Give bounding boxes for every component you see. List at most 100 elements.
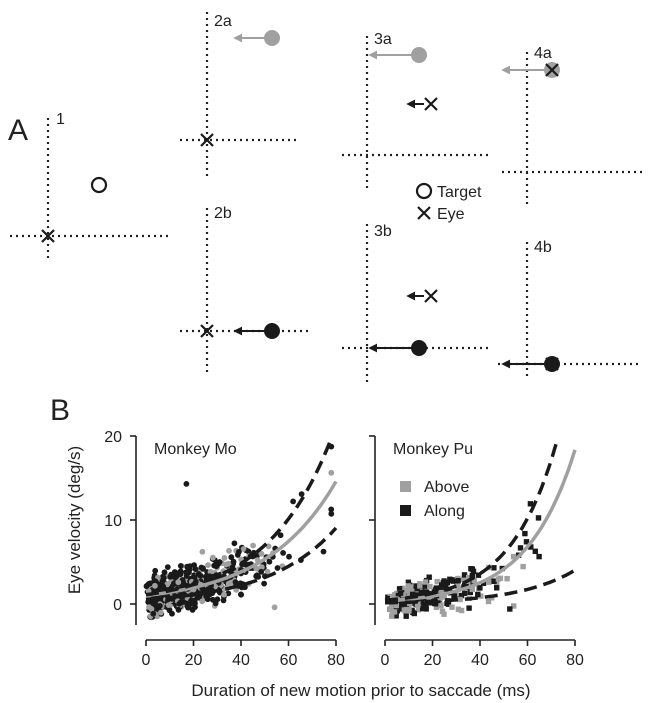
data-point-along [461,572,468,578]
data-point-above [393,602,399,609]
data-point-above [433,604,440,610]
data-point-above [485,598,492,605]
data-point-along [298,491,305,497]
y-axis-label: Eye velocity (deg/s) [65,446,84,594]
data-point-along [150,610,157,617]
data-point-along [426,574,432,580]
subpanel-4b: 4b [498,239,642,376]
subpanel-3b-label: 3b [374,223,392,240]
data-point-along [455,578,461,584]
x-tick-label-0: 0 [142,652,151,669]
data-point-along [230,558,237,565]
data-point-along [320,548,327,555]
data-point-along [444,580,451,586]
data-point-above [478,593,484,599]
data-point-above [457,596,463,603]
plot-monkey-mo: 0 10 20 0 20 40 60 80 Monkey Mo [104,429,345,669]
data-point-along [480,580,487,586]
legend-along-swatch [400,505,411,516]
data-point-above [471,577,477,584]
data-point-above [434,578,440,585]
data-point-above [406,608,412,614]
subpanel-4a-label: 4a [534,45,552,62]
data-point-above [486,579,492,585]
data-point-above [415,602,421,608]
data-point-along [491,565,497,571]
x-tick-label-40: 40 [232,652,250,669]
data-point-above [511,603,517,609]
data-point-along [433,585,439,591]
eye-marker [545,357,559,371]
data-point-along [215,573,222,579]
data-point-along [535,515,542,521]
data-point-along [462,590,468,596]
data-point-along [458,592,465,599]
data-point-along [152,602,159,608]
data-point-along [203,573,209,580]
data-point-above [469,586,475,593]
data-point-along [494,585,500,591]
data-point-above [510,553,517,560]
x-tick-label-40: 40 [471,652,489,669]
data-point-along [477,585,483,591]
eye-marker [424,97,438,111]
data-point-above [223,561,229,568]
data-point-along [469,572,476,579]
data-point-above [461,576,467,583]
data-point-along [245,548,252,555]
subpanel-3a: 3a [342,31,492,190]
data-point-along [261,580,267,587]
subpanel-4a: 4a [501,45,642,206]
data-point-above [466,574,472,581]
data-point-along [418,592,424,598]
subpanel-1: 1 [10,111,172,262]
data-point-above [404,587,410,594]
y-tick-label-0: 0 [113,597,122,614]
data-point-above [258,550,265,557]
data-point-along [475,591,481,598]
data-point-along [400,601,406,607]
data-point-along [180,593,186,600]
plot-title-mo: Monkey Mo [154,441,237,458]
target-marker [90,176,108,194]
data-point-along [178,583,185,590]
data-point-above [328,469,335,476]
data-point-along [204,596,211,603]
data-point-along [517,545,524,551]
data-point-above [441,611,447,617]
data-point-along [451,593,457,599]
x-axis-label: Duration of new motion prior to saccade … [191,681,530,700]
legend-a: Target Eye [415,182,482,223]
data-point-along [423,602,429,608]
legend-eye-icon [417,206,431,220]
panel-a-letter: A [8,114,28,147]
data-point-along [413,583,419,589]
subpanel-1-label: 1 [56,111,65,128]
data-point-along [532,548,538,554]
data-point-along [438,586,444,593]
data-point-along [468,566,474,572]
data-point-above [387,606,394,613]
data-point-along [527,501,534,507]
data-point-above [497,575,504,581]
legend-along-label: Along [424,503,465,520]
data-point-above [438,603,444,609]
target-marker [264,30,280,46]
panel-b: B Eye velocity (deg/s) Duration of new m… [50,394,584,700]
data-point-along [160,583,166,590]
data-point-along [405,579,412,585]
data-point-along [536,553,542,560]
data-point-above [389,613,395,619]
data-point-above [401,592,407,598]
y-tick-label-20: 20 [104,429,122,446]
data-point-along [228,554,235,561]
data-point-above [221,591,227,598]
data-point-along [253,573,260,580]
subpanel-3b: 3b [342,223,492,384]
subpanel-4b-label: 4b [534,239,552,256]
target-marker [411,47,427,63]
fit-curve-mean [145,480,338,598]
data-point-above [438,589,444,596]
data-point-along [445,601,452,607]
